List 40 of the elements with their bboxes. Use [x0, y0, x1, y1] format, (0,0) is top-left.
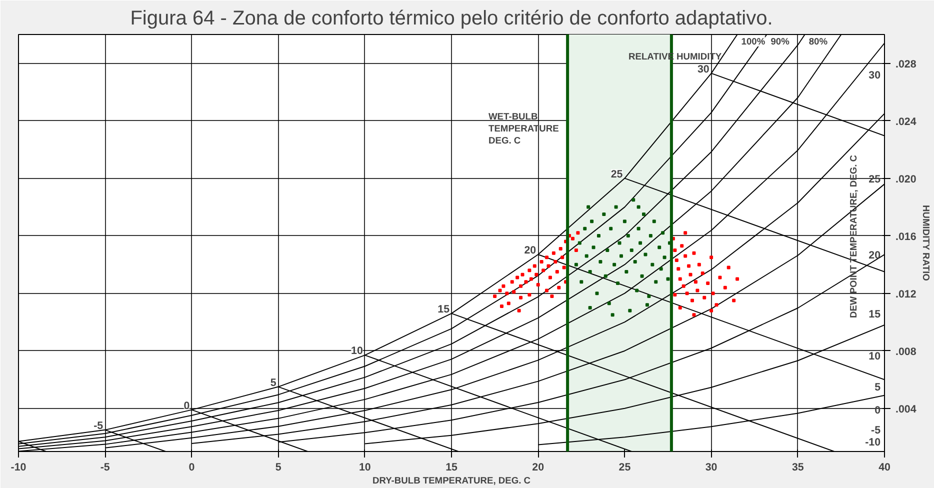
annotation: 15	[438, 303, 450, 316]
x-tick-label: 40	[878, 462, 890, 474]
series-label: 90%	[770, 36, 790, 46]
x-tick-label: 0	[188, 462, 195, 474]
annotation: 30	[697, 63, 710, 76]
annotation: 0	[184, 400, 190, 412]
y-tick-label: .004	[896, 403, 916, 416]
y-tick-label: .020	[896, 173, 916, 186]
x-tick-label: -10	[10, 462, 26, 474]
x-tick-label: 25	[618, 462, 631, 474]
y-tick-label: .024	[896, 116, 916, 128]
series-label: 80%	[808, 36, 828, 46]
x-tick-label: 35	[792, 462, 804, 474]
annotation: -5	[871, 424, 881, 436]
x-tick-label: -5	[100, 462, 110, 474]
annotation: 25	[610, 168, 623, 180]
series-label: 100%	[741, 36, 766, 46]
x-axis-title: DRY-BULB TEMPERATURE, DEG. C	[372, 476, 531, 486]
annotation: -5	[94, 420, 104, 432]
x-tick-label: 30	[705, 462, 718, 474]
annotation: 20	[868, 250, 881, 262]
y-tick-label: .012	[896, 288, 916, 300]
x-tick-label: 20	[532, 462, 544, 474]
x-tick-label: 5	[275, 462, 282, 474]
annotation: 10	[351, 345, 363, 358]
y-tick-label: .016	[896, 230, 916, 243]
annotation: 5	[874, 382, 881, 394]
annotation: 10	[868, 350, 881, 362]
y-tick-label: .008	[896, 346, 916, 358]
y-axis-title: HUMIDITY RATIO	[921, 205, 932, 281]
x-tick-label: 10	[358, 462, 371, 474]
x-tick-label: 15	[446, 462, 458, 474]
y2-axis-title: DEW POINT TEMPERATURE, DEG. C	[848, 154, 858, 318]
annotation: -10	[865, 436, 881, 448]
annotation: 15	[868, 308, 881, 320]
annotation: 30	[868, 70, 881, 82]
chart-title: Figura 64 - Zona de conforto térmico pelo critério de conforto adaptativo.	[130, 8, 773, 30]
y-tick-label: .028	[896, 58, 916, 70]
annotation: 5	[270, 376, 276, 389]
annotation: 20	[524, 244, 536, 257]
